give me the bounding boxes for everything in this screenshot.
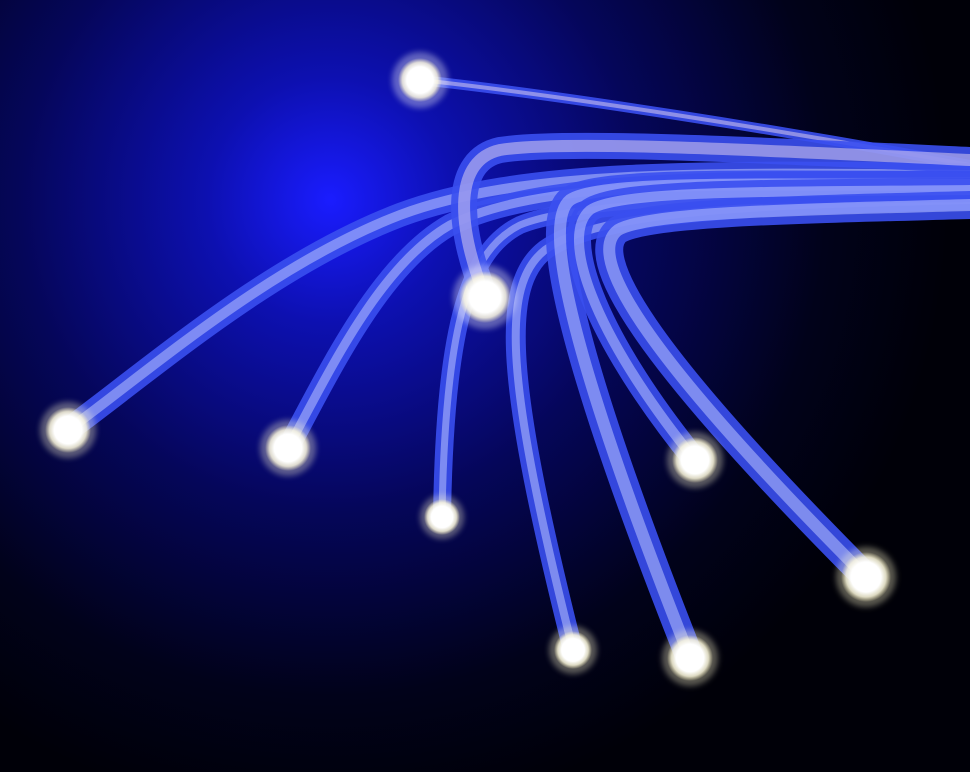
light-tip bbox=[841, 552, 891, 602]
light-tip bbox=[45, 407, 91, 453]
light-tip bbox=[667, 635, 713, 681]
light-tip bbox=[554, 631, 592, 669]
light-tip bbox=[424, 499, 460, 535]
fiber-core bbox=[603, 199, 970, 583]
light-tip bbox=[672, 437, 718, 483]
light-tip bbox=[265, 425, 311, 471]
fiber bbox=[567, 178, 970, 472]
light-tip bbox=[398, 58, 442, 102]
fiber bbox=[451, 132, 970, 310]
fiber-core bbox=[574, 185, 970, 465]
light-tips bbox=[40, 52, 896, 686]
light-tip bbox=[459, 271, 511, 323]
fiber bbox=[595, 191, 970, 591]
fibers bbox=[56, 75, 970, 672]
fiber-core bbox=[458, 139, 970, 303]
